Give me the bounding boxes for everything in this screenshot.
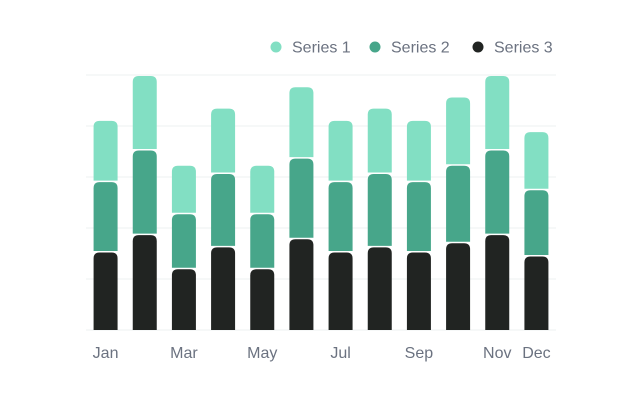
- bar-series-2-jul: [328, 182, 353, 251]
- bar-series-2-nov: [485, 150, 510, 234]
- bar-series-3-jun: [289, 239, 314, 330]
- bar-series-2-oct: [446, 165, 471, 242]
- bar-series-3-aug: [367, 247, 392, 330]
- x-axis-labels: Jan Mar May Jul Sep Nov Dec: [93, 345, 551, 362]
- bar-series-1-nov: [485, 76, 510, 149]
- bar-stack-oct: [446, 97, 471, 330]
- x-tick-label: Jul: [330, 345, 350, 362]
- bar-series-1-oct: [446, 97, 471, 165]
- bar-series-3-mar: [171, 269, 196, 330]
- bar-stack-jul: [328, 120, 353, 330]
- x-tick-label: Jan: [93, 345, 119, 362]
- bar-series-2-jun: [289, 158, 314, 238]
- bar-series-2-mar: [171, 214, 196, 268]
- bar-stack-sep: [406, 120, 431, 330]
- bar-stack-may: [250, 165, 275, 330]
- bar-stack-apr: [211, 108, 236, 330]
- legend: Series 1 Series 2 Series 3: [270, 40, 553, 57]
- bar-stack-aug: [367, 108, 392, 330]
- x-tick-label: Nov: [483, 345, 511, 362]
- bar-series-1-aug: [367, 108, 392, 173]
- bar-stack-feb: [132, 76, 157, 330]
- legend-swatch: [472, 41, 484, 53]
- legend-label: Series 2: [391, 40, 450, 57]
- bar-stack-mar: [171, 165, 196, 330]
- bar-series-3-jan: [93, 252, 118, 330]
- bar-series-1-mar: [171, 165, 196, 213]
- bar-series-1-dec: [524, 132, 549, 189]
- bar-series-2-may: [250, 214, 275, 268]
- bar-series-2-feb: [132, 150, 157, 234]
- bar-stack-nov: [485, 76, 510, 330]
- bar-series-3-dec: [524, 256, 549, 330]
- bar-series-2-aug: [367, 173, 392, 246]
- bar-series-1-may: [250, 165, 275, 213]
- bar-series-1-jan: [93, 120, 118, 181]
- legend-swatch: [369, 41, 381, 53]
- bar-series-3-feb: [132, 235, 157, 330]
- legend-swatch: [270, 41, 282, 53]
- bar-stack-dec: [524, 132, 549, 330]
- x-tick-label: Dec: [522, 345, 550, 362]
- bar-stack-jun: [289, 87, 314, 330]
- bar-series-3-apr: [211, 247, 236, 330]
- bar-series-3-oct: [446, 243, 471, 330]
- bar-series-1-sep: [406, 120, 431, 181]
- bar-series-1-apr: [211, 108, 236, 173]
- bar-series-1-jun: [289, 87, 314, 158]
- grid-lines: [86, 74, 556, 331]
- x-tick-label: Mar: [170, 345, 198, 362]
- bar-series-1-feb: [132, 76, 157, 149]
- bar-series-1-jul: [328, 120, 353, 181]
- bar-series-3-nov: [485, 235, 510, 330]
- bar-series-3-may: [250, 269, 275, 330]
- bar-series-3-jul: [328, 252, 353, 330]
- x-tick-label: Sep: [405, 345, 434, 362]
- bar-series-2-sep: [406, 182, 431, 251]
- x-tick-label: May: [247, 345, 277, 362]
- bar-series-2-dec: [524, 190, 549, 256]
- bar-series-3-sep: [406, 252, 431, 330]
- bars-group: [93, 76, 549, 330]
- bar-series-2-jan: [93, 182, 118, 251]
- legend-label: Series 1: [292, 40, 351, 57]
- bar-stack-jan: [93, 120, 118, 330]
- legend-label: Series 3: [494, 40, 553, 57]
- bar-series-2-apr: [211, 173, 236, 246]
